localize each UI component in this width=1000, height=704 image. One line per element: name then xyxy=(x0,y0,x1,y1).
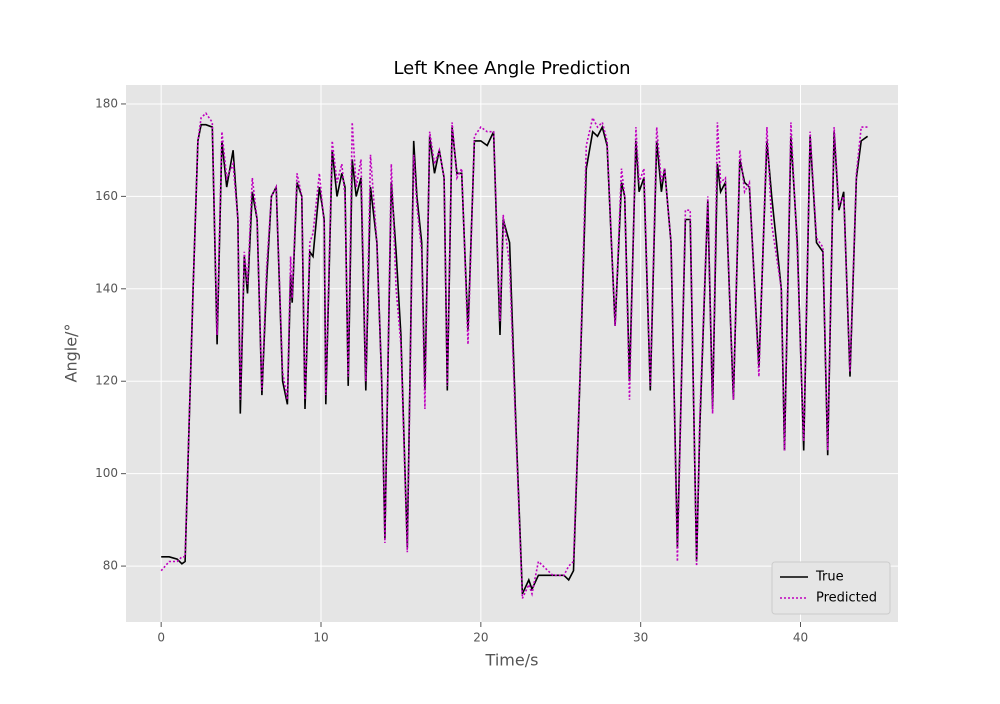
y-tick-label: 120 xyxy=(95,374,118,388)
y-tick-label: 180 xyxy=(95,96,118,110)
x-tick-label: 30 xyxy=(633,631,648,645)
x-tick-label: 20 xyxy=(473,631,488,645)
y-tick-label: 140 xyxy=(95,281,118,295)
x-axis-label: Time/s xyxy=(485,651,539,670)
legend-box xyxy=(771,561,891,615)
y-tick-label: 80 xyxy=(103,559,118,573)
y-axis-label: Angle/° xyxy=(62,324,81,383)
chart-title: Left Knee Angle Prediction xyxy=(393,58,630,79)
x-tick-label: 40 xyxy=(793,631,808,645)
y-tick-label: 100 xyxy=(95,466,118,480)
legend-label: Predicted xyxy=(816,591,877,606)
x-tick-label: 0 xyxy=(157,631,165,645)
legend-label: True xyxy=(815,570,844,585)
y-tick-label: 160 xyxy=(95,189,118,203)
x-tick-label: 10 xyxy=(313,631,328,645)
